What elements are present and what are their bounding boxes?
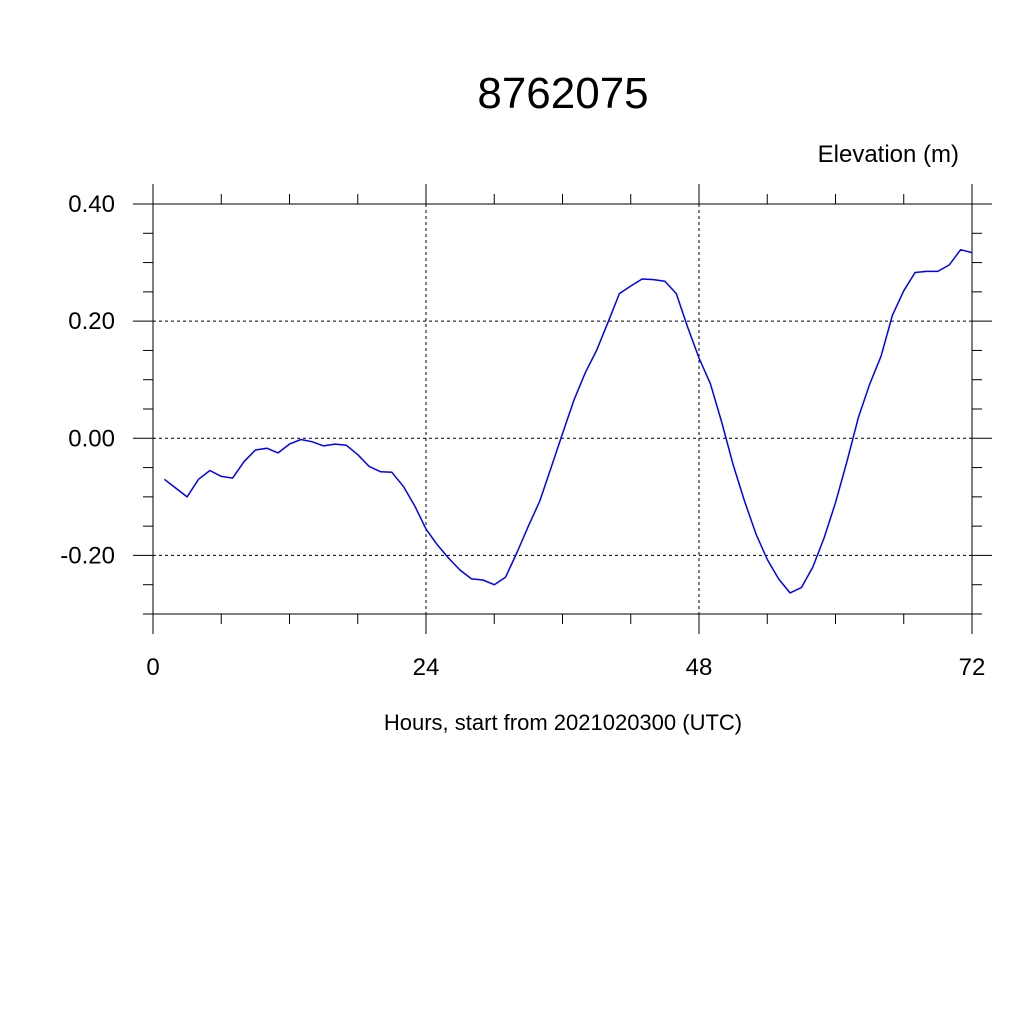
x-tick-labels: 0 24 48 72 bbox=[146, 654, 985, 681]
x-tick-label: 72 bbox=[959, 654, 986, 681]
x-tick-label: 24 bbox=[413, 654, 440, 681]
elevation-line bbox=[163, 248, 973, 594]
y-tick-label: 0.40 bbox=[68, 191, 115, 218]
grid-lines bbox=[153, 203, 972, 614]
x-tick-label: 48 bbox=[686, 654, 713, 681]
y-tick-label: 0.20 bbox=[68, 308, 115, 335]
y-axis-label: Elevation (m) bbox=[818, 141, 959, 168]
chart-title: 8762075 bbox=[477, 69, 648, 118]
y-tick-label: 0.00 bbox=[68, 425, 115, 452]
series-layer bbox=[163, 248, 973, 594]
major-ticks bbox=[133, 184, 992, 634]
plot-frame bbox=[152, 203, 973, 615]
x-axis-label: Hours, start from 2021020300 (UTC) bbox=[384, 710, 742, 735]
y-tick-labels: -0.20 0.00 0.20 0.40 bbox=[60, 191, 115, 569]
minor-ticks bbox=[143, 194, 982, 624]
x-tick-label: 0 bbox=[146, 654, 159, 681]
y-tick-label: -0.20 bbox=[60, 542, 115, 569]
